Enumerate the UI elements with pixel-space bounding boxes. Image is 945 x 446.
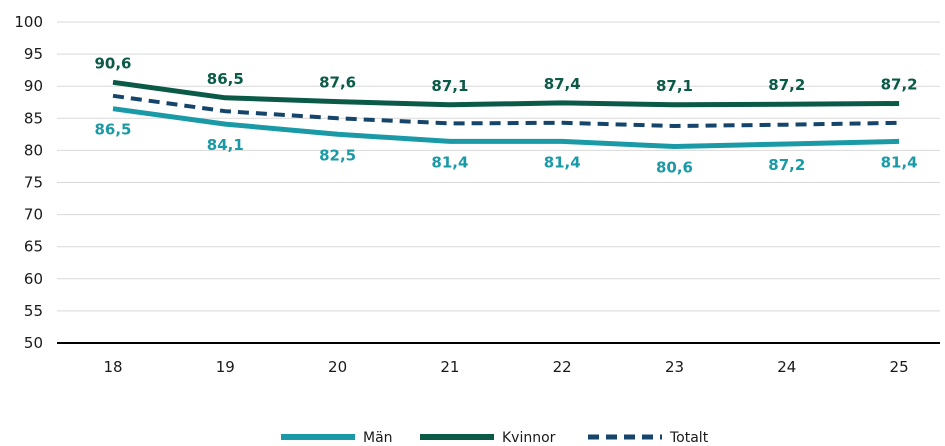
data-label: 90,6 <box>94 54 131 72</box>
legend-label: Kvinnor <box>502 430 556 446</box>
data-label: 82,5 <box>319 146 356 164</box>
data-label: 87,4 <box>544 75 581 93</box>
data-label: 87,1 <box>431 77 468 95</box>
y-tick-label: 60 <box>24 270 43 288</box>
data-label: 87,1 <box>656 77 693 95</box>
data-label: 87,6 <box>319 74 356 92</box>
legend-label: Totalt <box>669 430 709 446</box>
x-tick-label: 21 <box>440 358 459 376</box>
series-line-kvinnor <box>112 79 900 108</box>
x-tick-label: 25 <box>890 358 909 376</box>
x-tick-label: 18 <box>103 358 122 376</box>
data-label: 81,4 <box>431 153 468 171</box>
data-label: 86,5 <box>207 70 244 88</box>
data-label: 87,2 <box>768 76 805 94</box>
series-lines <box>112 79 900 149</box>
data-label: 81,4 <box>544 153 581 171</box>
y-tick-label: 50 <box>24 334 43 352</box>
y-tick-label: 55 <box>24 302 43 320</box>
y-tick-label: 70 <box>24 206 43 224</box>
data-labels: 86,5 84,1 82,5 81,4 81,4 80,6 87,2 81,4 90,6 86,5… <box>94 54 917 176</box>
grid-lines <box>57 21 940 344</box>
legend-item: Kvinnor <box>420 430 556 446</box>
data-label: 84,1 <box>207 136 244 154</box>
y-tick-label: 65 <box>24 238 43 256</box>
x-axis-ticks: 18 19 20 21 22 23 24 25 <box>103 358 908 376</box>
y-tick-label: 75 <box>24 174 43 192</box>
x-tick-label: 23 <box>665 358 684 376</box>
legend-item: Totalt <box>588 430 709 446</box>
data-label: 86,5 <box>94 121 131 139</box>
y-tick-label: 90 <box>24 77 43 95</box>
x-tick-label: 19 <box>216 358 235 376</box>
data-label: 87,2 <box>768 156 805 174</box>
y-tick-label: 100 <box>14 13 43 31</box>
data-label: 80,6 <box>656 159 693 177</box>
x-tick-label: 20 <box>328 358 347 376</box>
y-tick-label: 80 <box>24 141 43 159</box>
data-label: 81,4 <box>881 153 918 171</box>
y-axis-ticks: 50 55 60 65 70 75 80 85 90 95 100 <box>14 13 43 352</box>
series-line-m-n <box>112 106 900 149</box>
series-line-totalt <box>112 93 900 128</box>
legend-label: Män <box>363 430 393 446</box>
x-tick-label: 22 <box>553 358 572 376</box>
x-tick-label: 24 <box>777 358 796 376</box>
data-label: 87,2 <box>881 76 918 94</box>
legend: Män Kvinnor Totalt <box>281 430 709 446</box>
legend-item: Män <box>281 430 393 446</box>
y-tick-label: 85 <box>24 109 43 127</box>
y-tick-label: 95 <box>24 45 43 63</box>
